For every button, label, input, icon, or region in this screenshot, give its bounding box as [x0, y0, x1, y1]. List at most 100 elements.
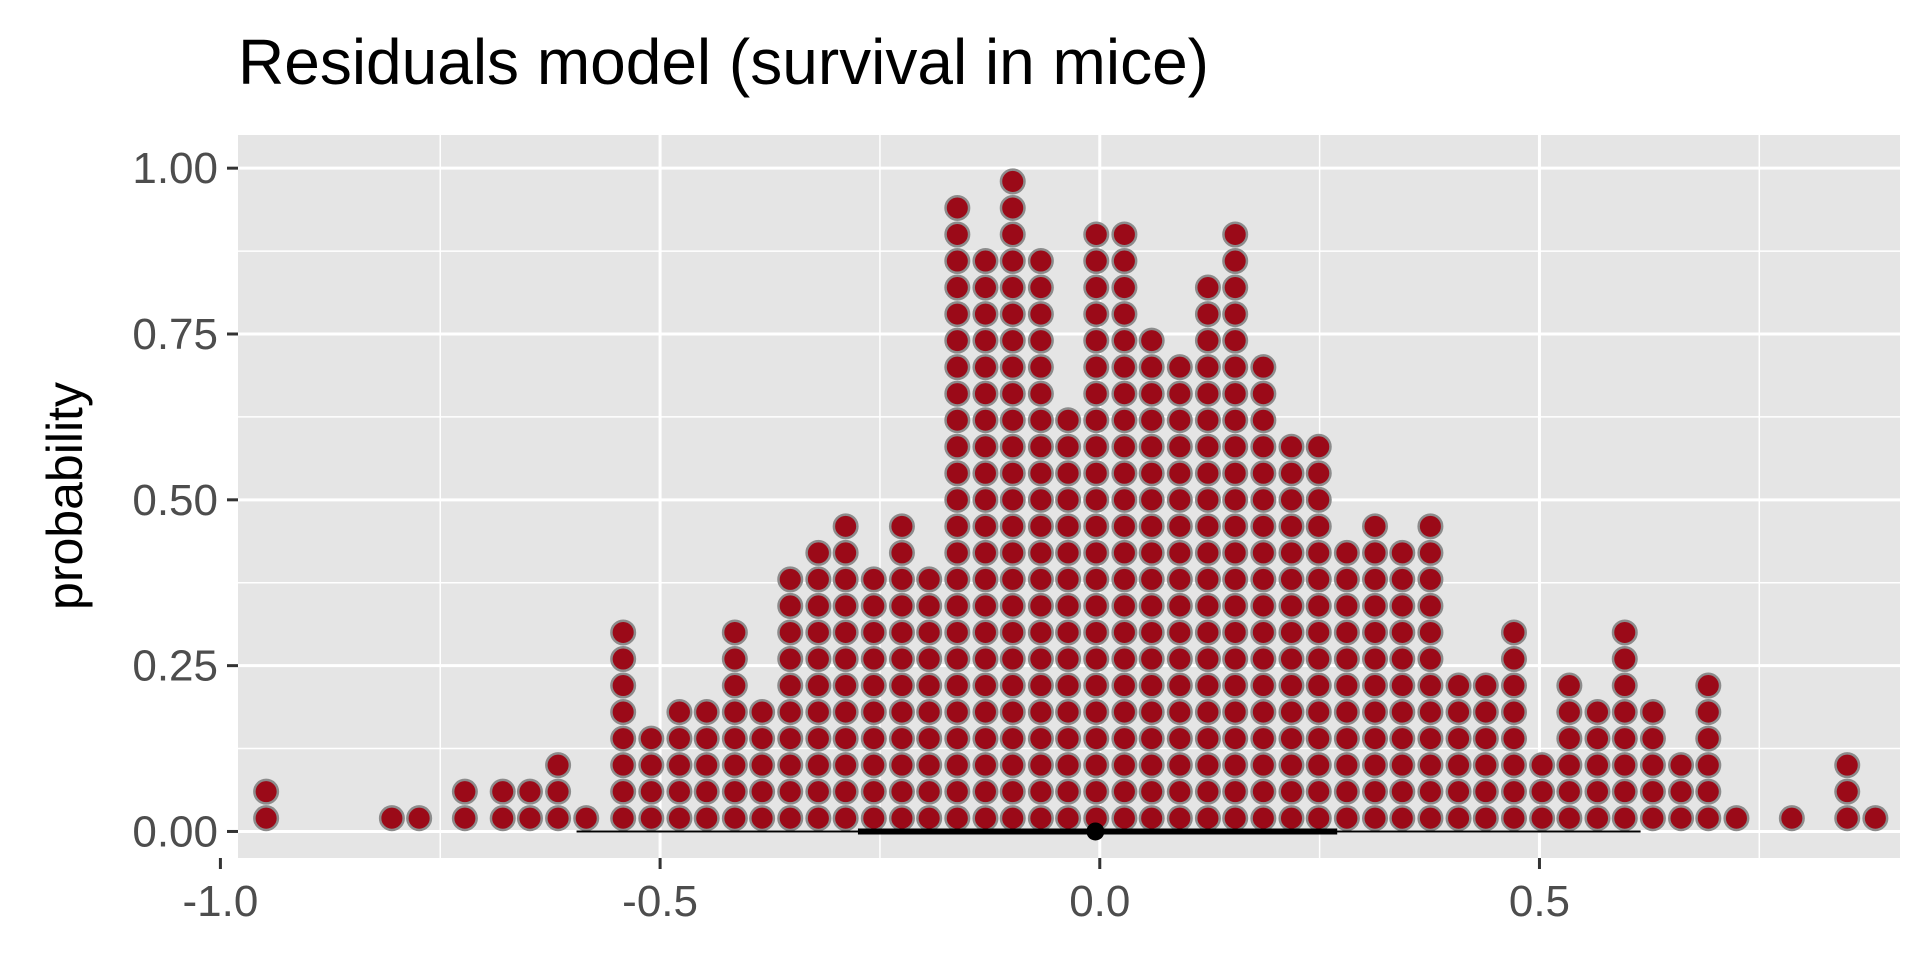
dot — [1695, 752, 1722, 779]
dot — [1222, 460, 1249, 487]
dot — [573, 805, 600, 832]
dot — [1055, 645, 1082, 673]
dot — [1055, 778, 1082, 805]
dot — [1083, 752, 1110, 779]
dot — [1111, 354, 1138, 381]
dot — [1668, 805, 1695, 832]
dot — [1138, 460, 1165, 487]
dot — [610, 619, 637, 646]
dot — [1222, 805, 1249, 832]
dot — [1111, 380, 1138, 407]
dot — [1194, 619, 1221, 646]
x-tick-label: 0.5 — [1509, 877, 1570, 926]
dot — [1083, 301, 1110, 328]
dot — [1111, 725, 1138, 752]
dot — [1695, 672, 1722, 699]
dot — [1305, 513, 1332, 540]
dot — [832, 539, 859, 566]
dot — [666, 778, 693, 805]
dot — [1362, 592, 1389, 619]
dot — [1111, 486, 1138, 513]
dot — [545, 778, 572, 805]
dot — [1278, 460, 1305, 487]
dot — [1611, 778, 1638, 805]
dot — [1305, 619, 1332, 646]
dot — [999, 168, 1026, 195]
dot — [1778, 805, 1805, 832]
dot — [1111, 592, 1138, 619]
dot — [1166, 539, 1193, 566]
dot — [972, 486, 999, 513]
dot — [1389, 619, 1416, 646]
dot — [1639, 752, 1666, 779]
dot — [1111, 619, 1138, 646]
dot — [638, 778, 665, 805]
dot — [1472, 672, 1499, 699]
dot — [610, 805, 637, 832]
dot — [1166, 725, 1193, 752]
dot — [1222, 433, 1249, 460]
y-tick-label: 0.75 — [132, 310, 218, 359]
dot — [1278, 752, 1305, 779]
dot — [1333, 752, 1360, 779]
dot — [888, 778, 915, 805]
dot — [1055, 407, 1082, 434]
x-tick-label: 0.0 — [1069, 877, 1130, 926]
dot — [721, 699, 748, 726]
dot — [888, 752, 915, 779]
dot — [805, 778, 832, 805]
dot — [1111, 248, 1138, 275]
dot-layer — [253, 168, 1889, 832]
dot — [1305, 645, 1332, 673]
dot — [916, 778, 943, 805]
dot — [1305, 672, 1332, 699]
dot — [1194, 645, 1221, 673]
dot — [860, 672, 887, 699]
dot — [1222, 486, 1249, 513]
dot — [1305, 486, 1332, 513]
dot — [1083, 619, 1110, 646]
dot — [1333, 699, 1360, 726]
dot — [972, 433, 999, 460]
dot — [1362, 566, 1389, 593]
dot — [1695, 778, 1722, 805]
dot — [1389, 645, 1416, 673]
dot — [1166, 433, 1193, 460]
dot — [1111, 460, 1138, 487]
dot — [972, 301, 999, 328]
dot — [1138, 486, 1165, 513]
dot — [832, 778, 859, 805]
dot — [1611, 619, 1638, 646]
dot — [1389, 566, 1416, 593]
dot — [944, 513, 971, 540]
dot — [1305, 539, 1332, 566]
dot — [1250, 460, 1277, 487]
dot — [1305, 433, 1332, 460]
dot — [805, 566, 832, 593]
dot — [832, 725, 859, 752]
dot — [1055, 619, 1082, 646]
dot — [1083, 327, 1110, 354]
dot — [1194, 539, 1221, 566]
dot — [916, 645, 943, 673]
dot — [1529, 778, 1556, 805]
dot — [1305, 805, 1332, 832]
dot — [1055, 433, 1082, 460]
dot — [489, 805, 516, 832]
dot — [1111, 566, 1138, 593]
dot — [1222, 301, 1249, 328]
dot — [1083, 274, 1110, 301]
dot — [1194, 805, 1221, 832]
dot — [1668, 752, 1695, 779]
dot — [1333, 778, 1360, 805]
y-axis-title: probability — [37, 382, 93, 610]
dot — [888, 539, 915, 566]
dot — [1138, 699, 1165, 726]
dot — [1250, 566, 1277, 593]
dot — [1250, 407, 1277, 434]
dot — [1417, 645, 1444, 673]
dot — [1027, 327, 1054, 354]
dot — [1278, 539, 1305, 566]
dot — [1472, 778, 1499, 805]
dot — [1611, 645, 1638, 673]
